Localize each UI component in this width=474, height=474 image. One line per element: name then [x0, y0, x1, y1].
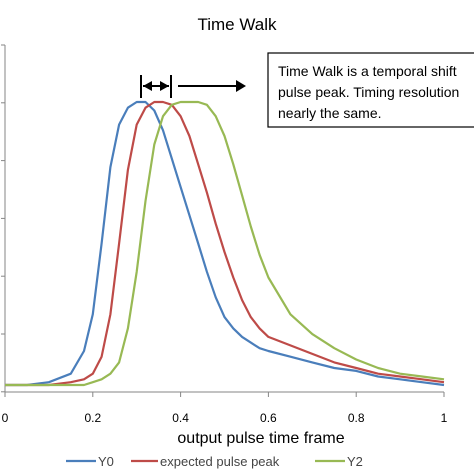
annotation-frame — [267, 52, 474, 128]
legend-item-y0: Y0 — [66, 454, 114, 469]
shift-arrowhead-right — [160, 81, 169, 91]
x-tick-marks — [4, 392, 445, 397]
series-line-expected-pulse-peak — [5, 100, 445, 387]
legend-item-y2: Y2 — [315, 454, 363, 469]
legend-item-expected-pulse-peak: expected pulse peak — [131, 454, 280, 469]
series-lines — [5, 100, 445, 387]
x-tick-label: 0.4 — [172, 411, 189, 425]
shift-arrows — [140, 75, 246, 98]
x-tick-label: 1 — [441, 411, 448, 425]
y-tick-marks — [1, 44, 5, 393]
annotation-box: Time Walk is a temporal shift pulse peak… — [267, 52, 474, 128]
x-tick-label: 0.8 — [348, 411, 365, 425]
x-axis-label: output pulse time frame — [177, 430, 344, 447]
x-tick-label: 0 — [2, 411, 9, 425]
annotation-line-1: Time Walk is a temporal shift — [278, 63, 457, 79]
legend-label-y2: Y2 — [347, 454, 363, 469]
annotation-line-2: pulse peak. Timing resolution — [278, 84, 459, 100]
series-line-y0 — [5, 100, 445, 387]
legend: Y0 expected pulse peak Y2 — [66, 454, 363, 469]
legend-label-expected-pulse-peak: expected pulse peak — [160, 454, 280, 469]
x-tick-labels: 0 0.2 0.4 0.6 0.8 1 — [2, 411, 448, 425]
series-line-y2 — [5, 100, 445, 387]
chart-title: Time Walk — [197, 15, 277, 34]
legend-label-y0: Y0 — [98, 454, 114, 469]
shift-arrowhead-left — [143, 81, 152, 91]
x-tick-label: 0.6 — [260, 411, 277, 425]
annotation-line-3: nearly the same. — [278, 105, 382, 121]
x-tick-label: 0.2 — [84, 411, 101, 425]
forward-arrowhead — [236, 80, 246, 92]
